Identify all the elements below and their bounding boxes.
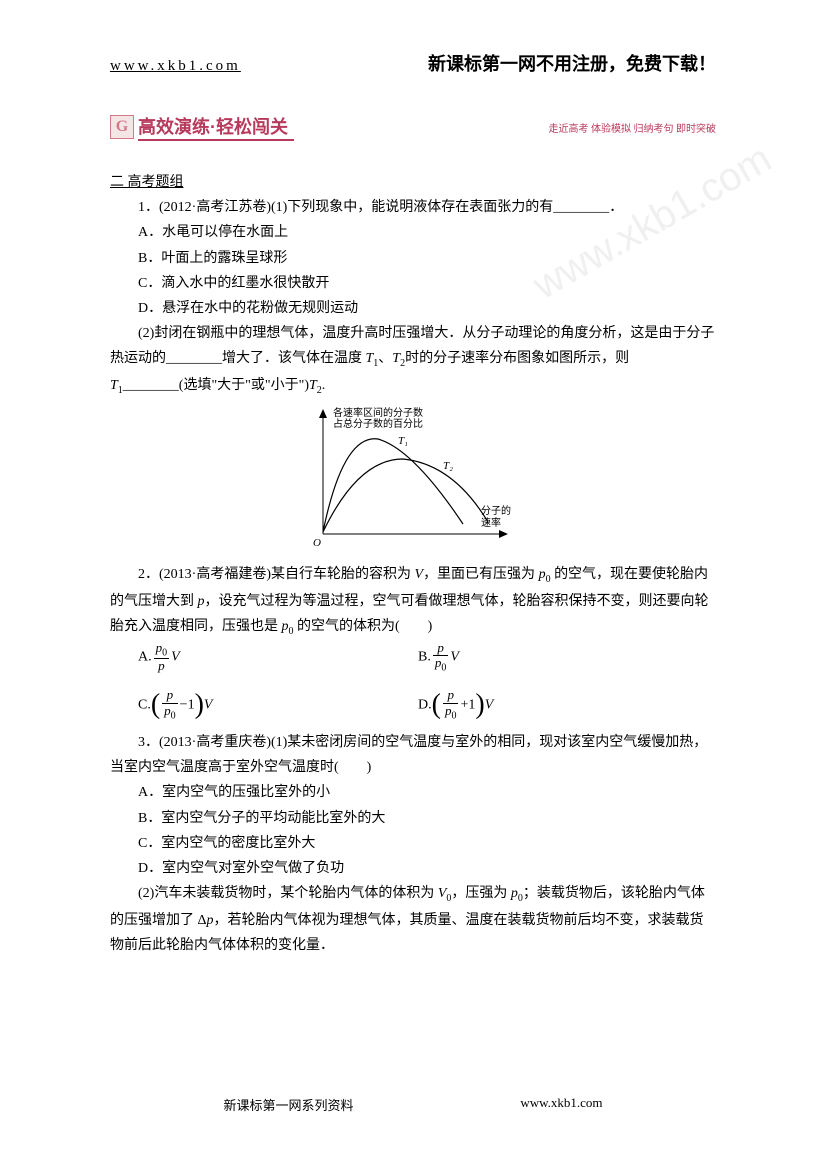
q1-stem: 1．(2012·高考江苏卷)(1)下列现象中，能说明液体存在表面张力的有____… bbox=[110, 195, 716, 220]
q1-opt-c: C．滴入水中的红墨水很快散开 bbox=[110, 271, 716, 296]
q2-opt-d: D.(pp0+1)V bbox=[418, 680, 493, 730]
q2-row2: C.(pp0−1)V D.(pp0+1)V bbox=[138, 680, 716, 730]
q2-opt-c: C.(pp0−1)V bbox=[138, 680, 418, 730]
q2-row1: A.p0pV B.pp0V bbox=[138, 641, 716, 674]
q3-opt-d: D．室内空气对室外空气做了负功 bbox=[110, 856, 716, 881]
footer-right: www.xkb1.com bbox=[520, 1095, 602, 1114]
section-banner: G 高效演练·轻松闯关 走近高考 体验模拟 归纳考句 即时突破 bbox=[110, 113, 716, 141]
header-slogan: 新课标第一网不用注册，免费下载！ bbox=[428, 50, 716, 76]
q2-opt-b: B.pp0V bbox=[418, 641, 459, 674]
chart-ylabel1: 各速率区间的分子数 bbox=[333, 406, 423, 419]
q3-opt-b: B．室内空气分子的平均动能比室外的大 bbox=[110, 806, 716, 831]
q3-p2a: (2)汽车未装载货物时，某个轮胎内气体的体积为 bbox=[138, 886, 438, 901]
q3-opt-a: A．室内空气的压强比室外的小 bbox=[110, 780, 716, 805]
banner-title: 高效演练·轻松闯关 bbox=[138, 113, 294, 141]
q2-opt-a: A.p0pV bbox=[138, 641, 418, 674]
q1-opt-a: A．水黾可以停在水面上 bbox=[110, 220, 716, 245]
header-url: www.xkb1.com bbox=[110, 58, 241, 75]
chart-ylabel2: 占总分子数的百分比 bbox=[333, 417, 423, 430]
q3-part2: (2)汽车未装载货物时，某个轮胎内气体的体积为 V0，压强为 p0；装载货物后，… bbox=[110, 881, 716, 958]
q2-sa: 2．(2013·高考福建卷)某自行车轮胎的容积为 bbox=[138, 567, 415, 582]
footer-left: 新课标第一网系列资料 bbox=[223, 1095, 353, 1114]
q1-p2b: 时的分子速率分布图象如图所示，则 bbox=[405, 351, 629, 366]
q1-p2c: ________(选填"大于"或"小于") bbox=[123, 378, 309, 393]
q3-p2b: ，压强为 bbox=[451, 886, 511, 901]
chart-origin: O bbox=[313, 537, 321, 549]
chart-t2: T₂ bbox=[443, 460, 453, 472]
q3-opt-c: C．室内空气的密度比室外大 bbox=[110, 831, 716, 856]
chart-xlabel2: 速率 bbox=[481, 516, 501, 529]
chart-t1: T₁ bbox=[398, 435, 408, 447]
banner-subtitle: 走近高考 体验模拟 归纳考句 即时突破 bbox=[549, 120, 717, 135]
banner-g-icon: G bbox=[110, 115, 134, 139]
page-header: www.xkb1.com 新课标第一网不用注册，免费下载！ bbox=[0, 50, 826, 76]
q1-part2: (2)封闭在钢瓶中的理想气体，温度升高时压强增大．从分子动理论的角度分析，这是由… bbox=[110, 321, 716, 400]
section-heading: 二 高考题组 bbox=[110, 170, 716, 195]
q1-opt-b: B．叶面上的露珠呈球形 bbox=[110, 246, 716, 271]
content-area: 二 高考题组 1．(2012·高考江苏卷)(1)下列现象中，能说明液体存在表面张… bbox=[110, 170, 716, 958]
q3-stem: 3．(2013·高考重庆卷)(1)某未密闭房间的空气温度与室外的相同，现对该室内… bbox=[110, 730, 716, 780]
page-footer: 新课标第一网系列资料 www.xkb1.com bbox=[0, 1095, 826, 1114]
q2-stem: 2．(2013·高考福建卷)某自行车轮胎的容积为 V，里面已有压强为 p0 的空… bbox=[110, 562, 716, 641]
chart-svg: 各速率区间的分子数 占总分子数的百分比 T₁ T₂ O 分子的 速率 bbox=[303, 404, 523, 554]
q2-sb: ，里面已有压强为 bbox=[423, 567, 539, 582]
chart-xlabel1: 分子的 bbox=[481, 504, 511, 517]
q1-opt-d: D．悬浮在水中的花粉做无规则运动 bbox=[110, 296, 716, 321]
q2-se: 的空气的体积为( ) bbox=[294, 619, 433, 634]
distribution-chart: 各速率区间的分子数 占总分子数的百分比 T₁ T₂ O 分子的 速率 bbox=[110, 404, 716, 554]
